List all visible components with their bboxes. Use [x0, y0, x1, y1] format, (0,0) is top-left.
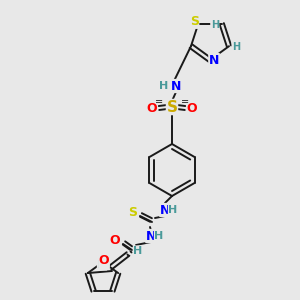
Text: H: H [159, 81, 168, 91]
Text: H: H [232, 42, 240, 52]
Text: H: H [98, 260, 106, 270]
Text: N: N [146, 230, 156, 242]
Text: O: O [110, 233, 120, 247]
Text: H: H [168, 205, 178, 215]
Text: N: N [160, 203, 170, 217]
Text: N: N [171, 80, 181, 92]
Text: H: H [211, 20, 219, 30]
Text: =: = [181, 97, 189, 107]
Text: H: H [154, 231, 164, 241]
Text: S: S [128, 206, 137, 218]
Text: O: O [99, 254, 109, 268]
Text: O: O [147, 101, 157, 115]
Text: N: N [209, 53, 219, 67]
Text: =: = [155, 97, 163, 107]
Text: S: S [167, 100, 178, 115]
Text: O: O [187, 101, 197, 115]
Text: H: H [134, 246, 142, 256]
Text: S: S [190, 15, 199, 28]
